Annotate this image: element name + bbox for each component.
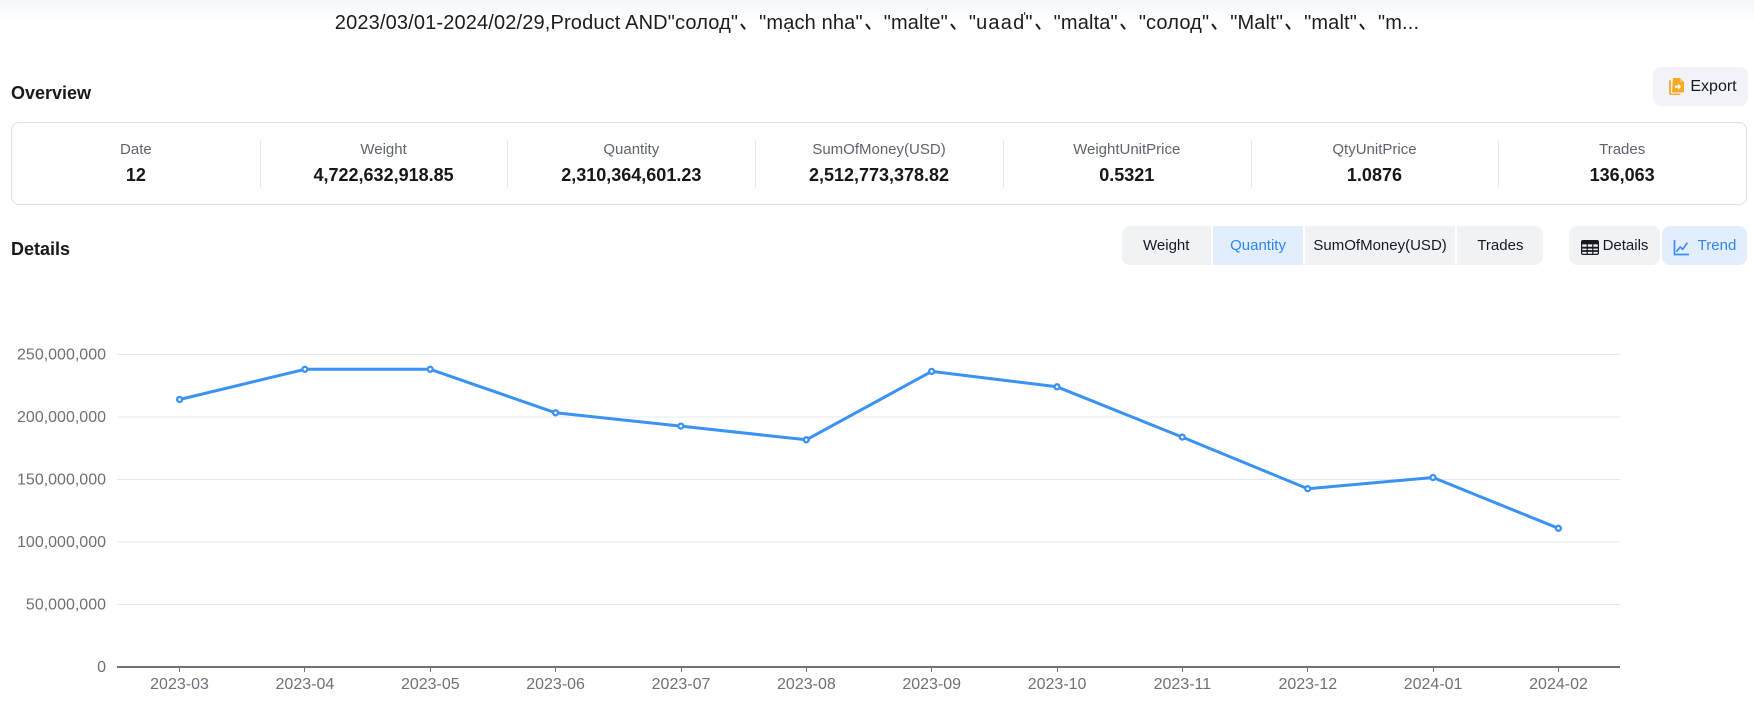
svg-text:2023-09: 2023-09 [902,676,961,693]
svg-text:2023-10: 2023-10 [1028,676,1087,693]
svg-text:0: 0 [97,659,106,676]
svg-text:2023-06: 2023-06 [526,676,585,693]
svg-text:50,000,000: 50,000,000 [26,597,106,614]
svg-text:2023-04: 2023-04 [276,676,335,693]
svg-text:2023-08: 2023-08 [777,676,836,693]
svg-text:2023-05: 2023-05 [401,676,460,693]
svg-text:2023-03: 2023-03 [150,676,209,693]
svg-text:2023-12: 2023-12 [1278,676,1337,693]
svg-text:250,000,000: 250,000,000 [17,347,106,364]
svg-text:200,000,000: 200,000,000 [17,409,106,426]
svg-text:2024-02: 2024-02 [1529,676,1588,693]
svg-text:2023-07: 2023-07 [652,676,711,693]
svg-text:2024-01: 2024-01 [1404,676,1463,693]
svg-text:150,000,000: 150,000,000 [17,472,106,489]
svg-text:100,000,000: 100,000,000 [17,534,106,551]
svg-text:2023-11: 2023-11 [1154,676,1212,693]
